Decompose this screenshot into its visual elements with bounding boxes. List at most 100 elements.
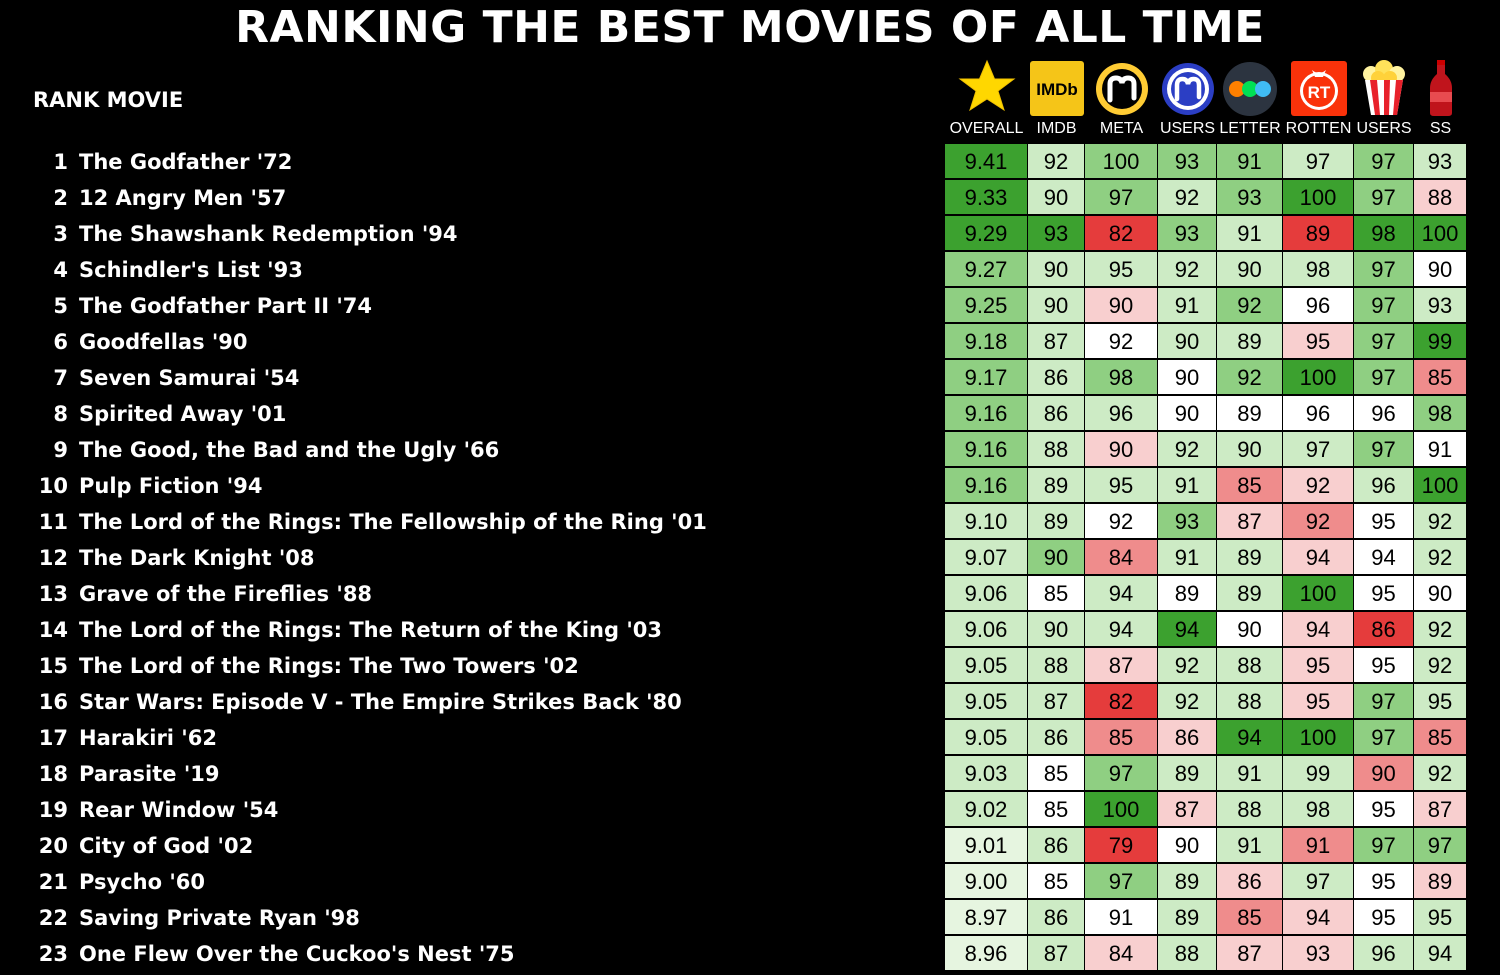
score-cell-letter: 89 bbox=[1217, 396, 1283, 431]
score-cell-rotten: 95 bbox=[1283, 324, 1354, 359]
score-cell-rt_users: 97 bbox=[1354, 432, 1414, 467]
score-cell-rt_users: 97 bbox=[1354, 828, 1414, 863]
movie-title: One Flew Over the Cuckoo's Nest '75 bbox=[79, 942, 515, 966]
score-cell-ss: 95 bbox=[1414, 684, 1467, 719]
rank-number: 16 bbox=[38, 690, 68, 714]
movie-title: Star Wars: Episode V - The Empire Strike… bbox=[79, 690, 682, 714]
rank-movie-header: RANK MOVIE bbox=[33, 88, 184, 112]
column-header-overall: OVERALL bbox=[945, 58, 1028, 142]
score-cell-meta_users: 91 bbox=[1158, 468, 1217, 503]
score-cell-rotten: 98 bbox=[1283, 792, 1354, 827]
score-cell-rt_users: 98 bbox=[1354, 216, 1414, 251]
score-cell-overall: 9.05 bbox=[945, 684, 1028, 719]
score-cell-ss: 93 bbox=[1414, 144, 1467, 179]
score-cell-imdb: 87 bbox=[1028, 684, 1085, 719]
score-cell-overall: 9.33 bbox=[945, 180, 1028, 215]
table-row: 6 Goodfellas '90 9.18 87 92 90 89 95 97 99 bbox=[0, 324, 1500, 360]
imdb-logo-icon: IMDb bbox=[1029, 61, 1084, 116]
table-row: 18 Parasite '19 9.03 85 97 89 91 99 90 92 bbox=[0, 756, 1500, 792]
score-cell-meta_users: 87 bbox=[1158, 792, 1217, 827]
score-cell-meta: 95 bbox=[1085, 252, 1158, 287]
rank-number: 2 bbox=[53, 186, 68, 210]
score-cell-ss: 92 bbox=[1414, 540, 1467, 575]
movie-title: Psycho '60 bbox=[79, 870, 205, 894]
imdb-logo-text: IMDb bbox=[1036, 80, 1078, 99]
rank-number: 21 bbox=[38, 870, 68, 894]
score-cell-meta_users: 89 bbox=[1158, 900, 1217, 935]
table-row: 11 The Lord of the Rings: The Fellowship … bbox=[0, 504, 1500, 540]
rank-number: 1 bbox=[53, 150, 68, 174]
score-cell-ss: 99 bbox=[1414, 324, 1467, 359]
rank-number: 7 bbox=[53, 366, 68, 390]
score-cell-rotten: 92 bbox=[1283, 468, 1354, 503]
table-row: 10 Pulp Fiction '94 9.16 89 95 91 85 92 96 100 bbox=[0, 468, 1500, 504]
score-cell-meta_users: 92 bbox=[1158, 684, 1217, 719]
column-label: SS bbox=[1429, 120, 1452, 137]
column-label: OVERALL bbox=[949, 120, 1024, 137]
movie-title: The Lord of the Rings: The Return of the… bbox=[79, 618, 662, 642]
score-cell-meta: 94 bbox=[1085, 576, 1158, 611]
table-row: 20 City of God '02 9.01 86 79 90 91 91 97 97 bbox=[0, 828, 1500, 864]
score-cell-letter: 91 bbox=[1217, 828, 1283, 863]
score-cell-imdb: 85 bbox=[1028, 792, 1085, 827]
score-cell-rotten: 99 bbox=[1283, 756, 1354, 791]
rotten-tomatoes-logo-text: RT bbox=[1307, 83, 1330, 102]
movie-title: The Good, the Bad and the Ugly '66 bbox=[79, 438, 500, 462]
rank-number: 10 bbox=[38, 474, 68, 498]
score-cell-overall: 9.29 bbox=[945, 216, 1028, 251]
rank-number: 5 bbox=[53, 294, 68, 318]
movie-title: The Lord of the Rings: The Two Towers '0… bbox=[79, 654, 579, 678]
table-row: 4 Schindler's List '93 9.27 90 95 92 90 98 97 90 bbox=[0, 252, 1500, 288]
score-cell-ss: 89 bbox=[1414, 864, 1467, 899]
table-row: 15 The Lord of the Rings: The Two Towers … bbox=[0, 648, 1500, 684]
score-cell-meta_users: 86 bbox=[1158, 720, 1217, 755]
movie-title: Pulp Fiction '94 bbox=[79, 474, 263, 498]
score-cell-rotten: 95 bbox=[1283, 648, 1354, 683]
table-row: 21 Psycho '60 9.00 85 97 89 86 97 95 89 bbox=[0, 864, 1500, 900]
score-cell-meta_users: 93 bbox=[1158, 216, 1217, 251]
table-row: 8 Spirited Away '01 9.16 86 96 90 89 96 96 98 bbox=[0, 396, 1500, 432]
score-cell-imdb: 87 bbox=[1028, 936, 1085, 971]
score-cell-rt_users: 96 bbox=[1354, 468, 1414, 503]
score-cell-overall: 9.05 bbox=[945, 648, 1028, 683]
score-cell-meta: 98 bbox=[1085, 360, 1158, 395]
score-cell-rt_users: 95 bbox=[1354, 576, 1414, 611]
score-cell-imdb: 90 bbox=[1028, 612, 1085, 647]
rank-number: 3 bbox=[53, 222, 68, 246]
movie-title: Saving Private Ryan '98 bbox=[79, 906, 360, 930]
score-cell-overall: 9.06 bbox=[945, 576, 1028, 611]
score-cell-imdb: 89 bbox=[1028, 504, 1085, 539]
score-cell-ss: 97 bbox=[1414, 828, 1467, 863]
score-cell-rotten: 100 bbox=[1283, 360, 1354, 395]
score-cell-overall: 9.03 bbox=[945, 756, 1028, 791]
rank-number: 9 bbox=[53, 438, 68, 462]
column-label: META bbox=[1099, 120, 1144, 137]
score-cell-imdb: 88 bbox=[1028, 648, 1085, 683]
score-cell-overall: 9.16 bbox=[945, 396, 1028, 431]
score-cell-meta: 79 bbox=[1085, 828, 1158, 863]
score-cell-imdb: 87 bbox=[1028, 324, 1085, 359]
score-cell-meta: 97 bbox=[1085, 756, 1158, 791]
score-cell-overall: 8.97 bbox=[945, 900, 1028, 935]
score-cell-overall: 9.06 bbox=[945, 612, 1028, 647]
score-cell-meta_users: 89 bbox=[1158, 864, 1217, 899]
page-title: RANKING THE BEST MOVIES OF ALL TIME bbox=[235, 2, 1265, 53]
score-cell-meta_users: 90 bbox=[1158, 324, 1217, 359]
column-header-imdb: IMDb IMDB bbox=[1028, 58, 1085, 142]
score-cell-meta: 95 bbox=[1085, 468, 1158, 503]
rank-number: 11 bbox=[38, 510, 68, 534]
rank-number: 8 bbox=[53, 402, 68, 426]
table-row: 1 The Godfather '72 9.41 92 100 93 91 97 97 93 bbox=[0, 144, 1500, 180]
score-cell-letter: 89 bbox=[1217, 576, 1283, 611]
score-cell-meta: 84 bbox=[1085, 936, 1158, 971]
table-row: 9 The Good, the Bad and the Ugly '66 9.16 8… bbox=[0, 432, 1500, 468]
score-cell-overall: 9.16 bbox=[945, 468, 1028, 503]
score-cell-rotten: 92 bbox=[1283, 504, 1354, 539]
score-cell-meta_users: 89 bbox=[1158, 756, 1217, 791]
score-cell-rt_users: 96 bbox=[1354, 936, 1414, 971]
movie-title: City of God '02 bbox=[79, 834, 254, 858]
score-cell-rt_users: 95 bbox=[1354, 900, 1414, 935]
score-cell-letter: 87 bbox=[1217, 504, 1283, 539]
score-cell-imdb: 85 bbox=[1028, 864, 1085, 899]
score-cell-rotten: 95 bbox=[1283, 684, 1354, 719]
